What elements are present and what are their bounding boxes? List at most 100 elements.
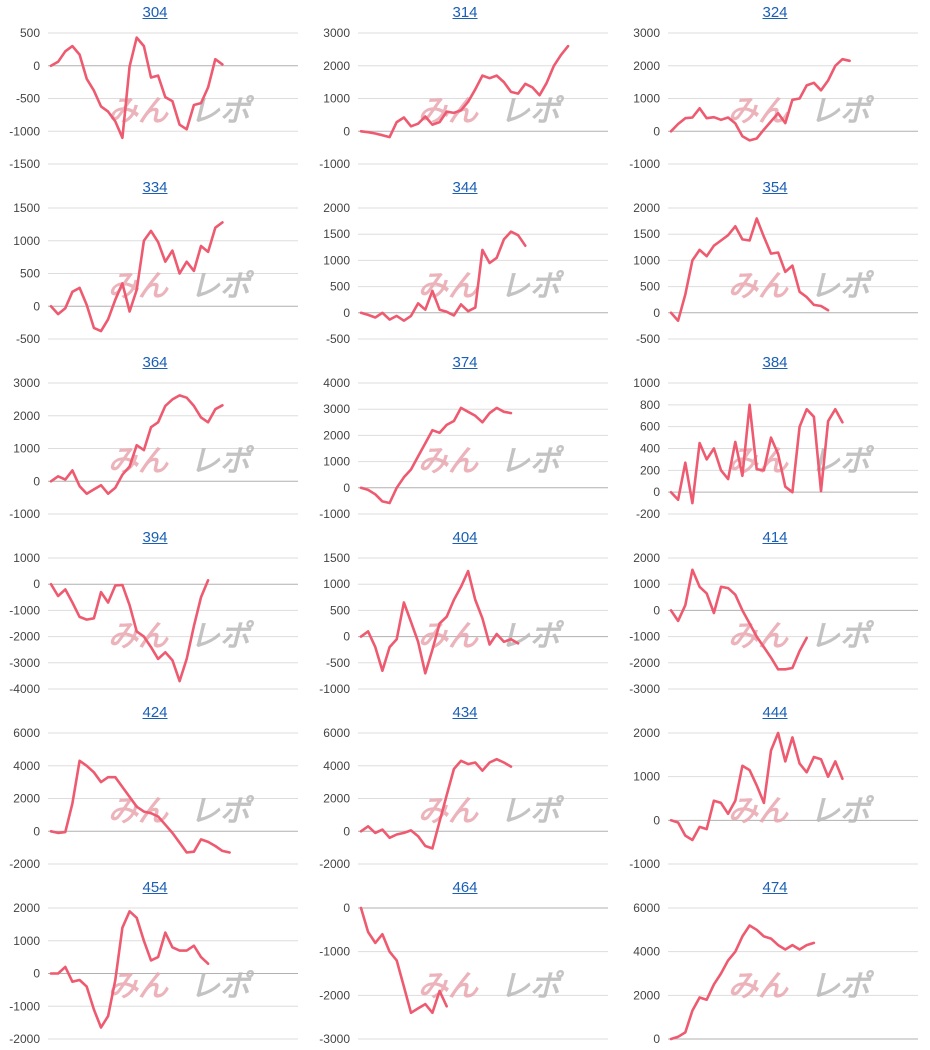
watermark-logo: みん レポ bbox=[108, 269, 255, 304]
machine-number-link[interactable]: 374 bbox=[452, 354, 478, 371]
y-tick-label: -200 bbox=[636, 507, 660, 521]
svg-text:みん: みん bbox=[108, 969, 169, 1004]
series-line bbox=[359, 406, 513, 505]
y-tick-label: 2000 bbox=[323, 59, 350, 73]
y-tick-label: 1500 bbox=[13, 201, 40, 215]
chart-title: 354 bbox=[620, 179, 930, 197]
chart-panel: 3000 2000 1000 0 -1000 みん レポ 314 bbox=[310, 0, 620, 175]
series-line bbox=[359, 757, 513, 850]
series-line bbox=[669, 924, 816, 1041]
y-tick-label: 3000 bbox=[323, 402, 350, 416]
machine-number-link[interactable]: 404 bbox=[452, 529, 478, 546]
line-chart: 500 0 -500 -1000 -1500 みん レポ bbox=[9, 26, 298, 171]
machine-number-link[interactable]: 324 bbox=[762, 4, 788, 21]
y-tick-label: -2000 bbox=[9, 1032, 40, 1046]
watermark-logo: みん レポ bbox=[728, 794, 875, 829]
y-tick-label: 1000 bbox=[323, 455, 350, 469]
chart-panel: 2000 1000 0 -1000 -2000 -3000 みん レポ 414 bbox=[620, 525, 930, 700]
machine-number-link[interactable]: 314 bbox=[452, 4, 478, 21]
y-tick-label: 0 bbox=[343, 481, 350, 495]
chart-title: 424 bbox=[0, 704, 310, 722]
machine-number-link[interactable]: 364 bbox=[142, 354, 168, 371]
y-tick-label: 2000 bbox=[633, 201, 660, 215]
chart-title: 374 bbox=[310, 354, 620, 372]
chart-panel: 2000 1500 1000 500 0 -500 みん レポ 344 bbox=[310, 175, 620, 350]
y-tick-label: 4000 bbox=[323, 376, 350, 390]
machine-number-link[interactable]: 334 bbox=[142, 179, 168, 196]
svg-text:レポ: レポ bbox=[190, 969, 255, 1004]
machine-number-link[interactable]: 424 bbox=[142, 704, 168, 721]
y-tick-label: 0 bbox=[33, 299, 40, 313]
y-tick-label: 0 bbox=[343, 306, 350, 320]
machine-number-link[interactable]: 464 bbox=[452, 879, 478, 896]
y-tick-label: 0 bbox=[653, 485, 660, 499]
chart-panel: 2000 1000 0 -1000 -2000 みん レポ 454 bbox=[0, 875, 310, 1050]
machine-number-link[interactable]: 394 bbox=[142, 529, 168, 546]
machine-number-link[interactable]: 454 bbox=[142, 879, 168, 896]
y-tick-label: 500 bbox=[330, 603, 350, 617]
line-chart: 2000 1500 1000 500 0 -500 みん レポ bbox=[323, 201, 608, 346]
chart-title: 344 bbox=[310, 179, 620, 197]
machine-number-link[interactable]: 444 bbox=[762, 704, 788, 721]
svg-text:レポ: レポ bbox=[500, 94, 565, 129]
y-tick-label: 2000 bbox=[323, 201, 350, 215]
y-tick-label: 200 bbox=[640, 463, 660, 477]
line-chart: 1500 1000 500 0 -500 -1000 みん レポ bbox=[319, 551, 608, 696]
chart-panel: 6000 4000 2000 0 -2000 みん レポ 424 bbox=[0, 700, 310, 875]
y-tick-label: 500 bbox=[640, 280, 660, 294]
y-tick-label: 0 bbox=[653, 124, 660, 138]
y-tick-label: 3000 bbox=[633, 26, 660, 40]
machine-number-link[interactable]: 344 bbox=[452, 179, 478, 196]
y-tick-label: 6000 bbox=[323, 726, 350, 740]
y-tick-label: 500 bbox=[20, 267, 40, 281]
y-tick-label: -2000 bbox=[319, 988, 350, 1002]
y-tick-label: 2000 bbox=[633, 988, 660, 1002]
chart-title: 444 bbox=[620, 704, 930, 722]
y-tick-label: 6000 bbox=[633, 901, 660, 915]
y-tick-label: -500 bbox=[636, 332, 660, 346]
y-tick-label: 1000 bbox=[323, 577, 350, 591]
y-tick-label: -1000 bbox=[629, 857, 660, 871]
watermark-logo: みん レポ bbox=[108, 969, 255, 1004]
machine-number-link[interactable]: 304 bbox=[142, 4, 168, 21]
watermark-logo: みん レポ bbox=[418, 794, 565, 829]
series-line bbox=[669, 217, 830, 322]
machine-number-link[interactable]: 384 bbox=[762, 354, 788, 371]
chart-title: 394 bbox=[0, 529, 310, 547]
y-tick-label: -3000 bbox=[629, 682, 660, 696]
chart-panel: 2000 1000 0 -1000 みん レポ 444 bbox=[620, 700, 930, 875]
machine-number-link[interactable]: 414 bbox=[762, 529, 788, 546]
chart-title: 464 bbox=[310, 879, 620, 897]
line-chart: 0 -1000 -2000 -3000 みん レポ bbox=[319, 901, 608, 1046]
machine-number-link[interactable]: 434 bbox=[452, 704, 478, 721]
chart-title: 324 bbox=[620, 4, 930, 22]
y-tick-label: 1000 bbox=[323, 253, 350, 267]
chart-title: 434 bbox=[310, 704, 620, 722]
machine-number-link[interactable]: 354 bbox=[762, 179, 788, 196]
y-tick-label: 1000 bbox=[323, 92, 350, 106]
svg-text:みん: みん bbox=[418, 969, 479, 1004]
chart-panel: 3000 2000 1000 0 -1000 みん レポ 364 bbox=[0, 350, 310, 525]
svg-text:レポ: レポ bbox=[810, 794, 875, 829]
y-tick-label: 400 bbox=[640, 442, 660, 456]
y-tick-label: 3000 bbox=[323, 26, 350, 40]
series-line bbox=[49, 759, 231, 854]
series-line bbox=[49, 221, 224, 333]
y-tick-label: 0 bbox=[653, 603, 660, 617]
chart-title: 404 bbox=[310, 529, 620, 547]
series-line bbox=[49, 578, 210, 683]
chart-panel: 1500 1000 500 0 -500 -1000 みん レポ 404 bbox=[310, 525, 620, 700]
series-line bbox=[669, 57, 851, 142]
y-tick-label: -500 bbox=[16, 92, 40, 106]
line-chart: 6000 4000 2000 0 みん レポ bbox=[633, 901, 918, 1046]
y-tick-label: 1500 bbox=[323, 227, 350, 241]
series-line bbox=[49, 909, 210, 1029]
y-tick-label: 2000 bbox=[633, 59, 660, 73]
chart-panel: 1500 1000 500 0 -500 みん レポ 334 bbox=[0, 175, 310, 350]
y-tick-label: 1500 bbox=[323, 551, 350, 565]
machine-number-link[interactable]: 474 bbox=[762, 879, 788, 896]
y-tick-label: 6000 bbox=[13, 726, 40, 740]
series-line bbox=[359, 569, 520, 675]
svg-text:みん: みん bbox=[108, 444, 169, 479]
